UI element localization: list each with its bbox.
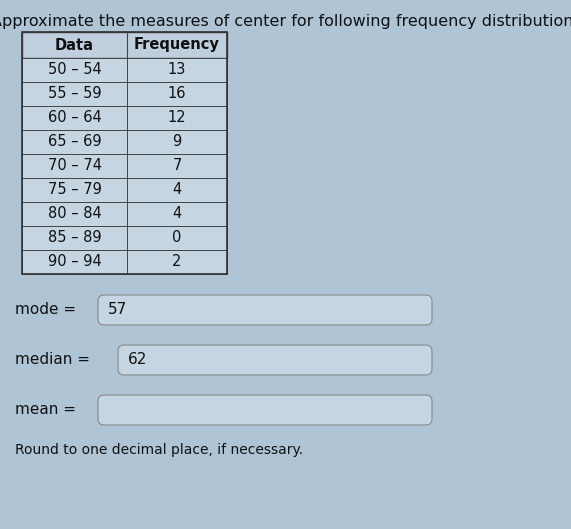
Text: Data: Data	[55, 38, 94, 52]
Text: 70 – 74: 70 – 74	[47, 159, 102, 174]
Text: mean =: mean =	[15, 403, 81, 417]
Text: 75 – 79: 75 – 79	[47, 183, 102, 197]
Text: 60 – 64: 60 – 64	[47, 111, 102, 125]
Text: 13: 13	[168, 62, 186, 78]
Text: 57: 57	[108, 303, 127, 317]
Text: median =: median =	[15, 352, 95, 368]
Text: 9: 9	[172, 134, 182, 150]
FancyBboxPatch shape	[22, 154, 227, 178]
Text: Frequency: Frequency	[134, 38, 220, 52]
FancyBboxPatch shape	[98, 295, 432, 325]
Text: 12: 12	[168, 111, 186, 125]
FancyBboxPatch shape	[22, 202, 227, 226]
FancyBboxPatch shape	[22, 58, 227, 82]
Text: mode =: mode =	[15, 303, 81, 317]
Text: 16: 16	[168, 87, 186, 102]
Text: 62: 62	[128, 352, 147, 368]
Text: 4: 4	[172, 183, 182, 197]
Text: 0: 0	[172, 231, 182, 245]
Text: 50 – 54: 50 – 54	[47, 62, 102, 78]
FancyBboxPatch shape	[22, 82, 227, 106]
Text: 2: 2	[172, 254, 182, 269]
Text: 90 – 94: 90 – 94	[47, 254, 102, 269]
Text: 7: 7	[172, 159, 182, 174]
FancyBboxPatch shape	[22, 106, 227, 130]
FancyBboxPatch shape	[118, 345, 432, 375]
FancyBboxPatch shape	[22, 130, 227, 154]
Text: 80 – 84: 80 – 84	[47, 206, 102, 222]
Text: Approximate the measures of center for following frequency distribution.: Approximate the measures of center for f…	[0, 14, 571, 29]
FancyBboxPatch shape	[22, 250, 227, 274]
Text: 65 – 69: 65 – 69	[48, 134, 101, 150]
FancyBboxPatch shape	[22, 32, 227, 58]
FancyBboxPatch shape	[22, 178, 227, 202]
Text: 4: 4	[172, 206, 182, 222]
FancyBboxPatch shape	[98, 395, 432, 425]
Text: 85 – 89: 85 – 89	[48, 231, 101, 245]
Text: 55 – 59: 55 – 59	[48, 87, 101, 102]
Text: Round to one decimal place, if necessary.: Round to one decimal place, if necessary…	[15, 443, 303, 457]
FancyBboxPatch shape	[22, 226, 227, 250]
